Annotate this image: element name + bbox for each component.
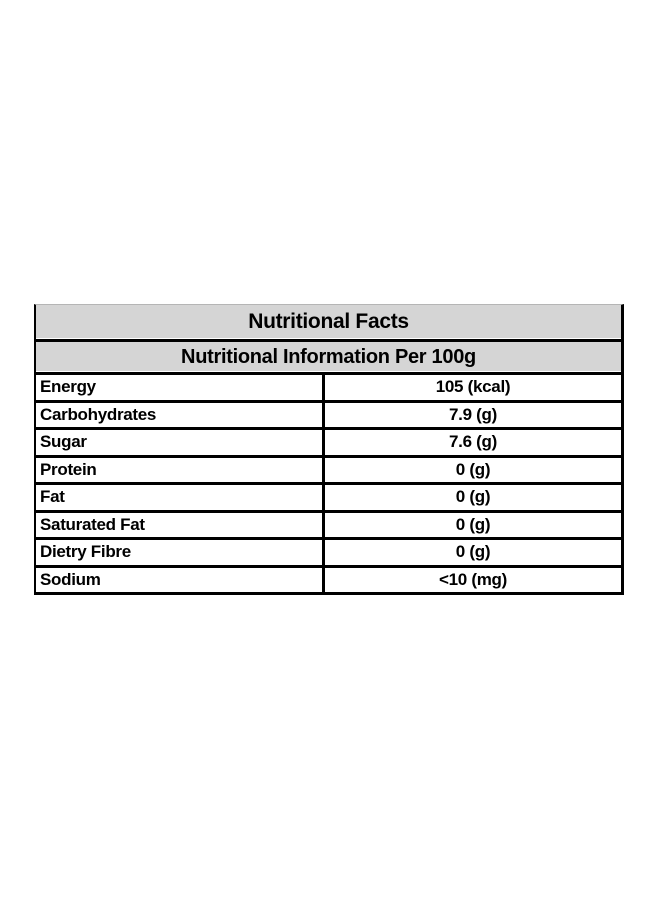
table-title: Nutritional Facts: [248, 310, 409, 333]
nutrient-value: 105 (kcal): [435, 377, 511, 397]
table-row: Dietry Fibre 0 (g): [36, 540, 621, 568]
table-row: Protein 0 (g): [36, 457, 621, 485]
table-title-row: Nutritional Facts: [36, 305, 621, 342]
table-subtitle-row: Nutritional Information Per 100g: [36, 342, 621, 375]
nutrient-value: <10 (mg): [439, 569, 507, 589]
nutrient-value: 0 (g): [455, 459, 491, 479]
nutrient-value: 0 (g): [455, 542, 491, 562]
nutrition-rows: Energy 105 (kcal) Carbohydrates 7.9 (g) Suga…: [36, 375, 621, 595]
table-row: Sugar 7.6 (g): [36, 430, 621, 458]
table-row: Carbohydrates 7.9 (g): [36, 402, 621, 430]
table-row: Energy 105 (kcal): [36, 375, 621, 403]
table-subtitle: Nutritional Information Per 100g: [181, 345, 476, 368]
table-row: Sodium <10 (mg): [36, 567, 621, 595]
table-row: Fat 0 (g): [36, 485, 621, 513]
nutrient-label: Protein: [36, 457, 325, 482]
nutrient-value: 0 (g): [455, 487, 491, 507]
nutrient-label: Sodium: [36, 567, 325, 592]
nutrient-label: Dietry Fibre: [36, 540, 325, 565]
nutrient-label: Sugar: [36, 430, 325, 455]
nutrition-facts-table: Nutritional Facts Nutritional Informatio…: [34, 304, 624, 595]
nutrient-value: 7.9 (g): [449, 404, 497, 424]
nutrient-label: Carbohydrates: [36, 402, 325, 427]
nutrient-label: Saturated Fat: [36, 512, 325, 537]
nutrient-value: 7.6 (g): [449, 432, 497, 452]
nutrient-label: Fat: [36, 485, 325, 510]
nutrient-value: 0 (g): [455, 514, 491, 534]
nutrient-label: Energy: [36, 375, 325, 400]
table-row: Saturated Fat 0 (g): [36, 512, 621, 540]
